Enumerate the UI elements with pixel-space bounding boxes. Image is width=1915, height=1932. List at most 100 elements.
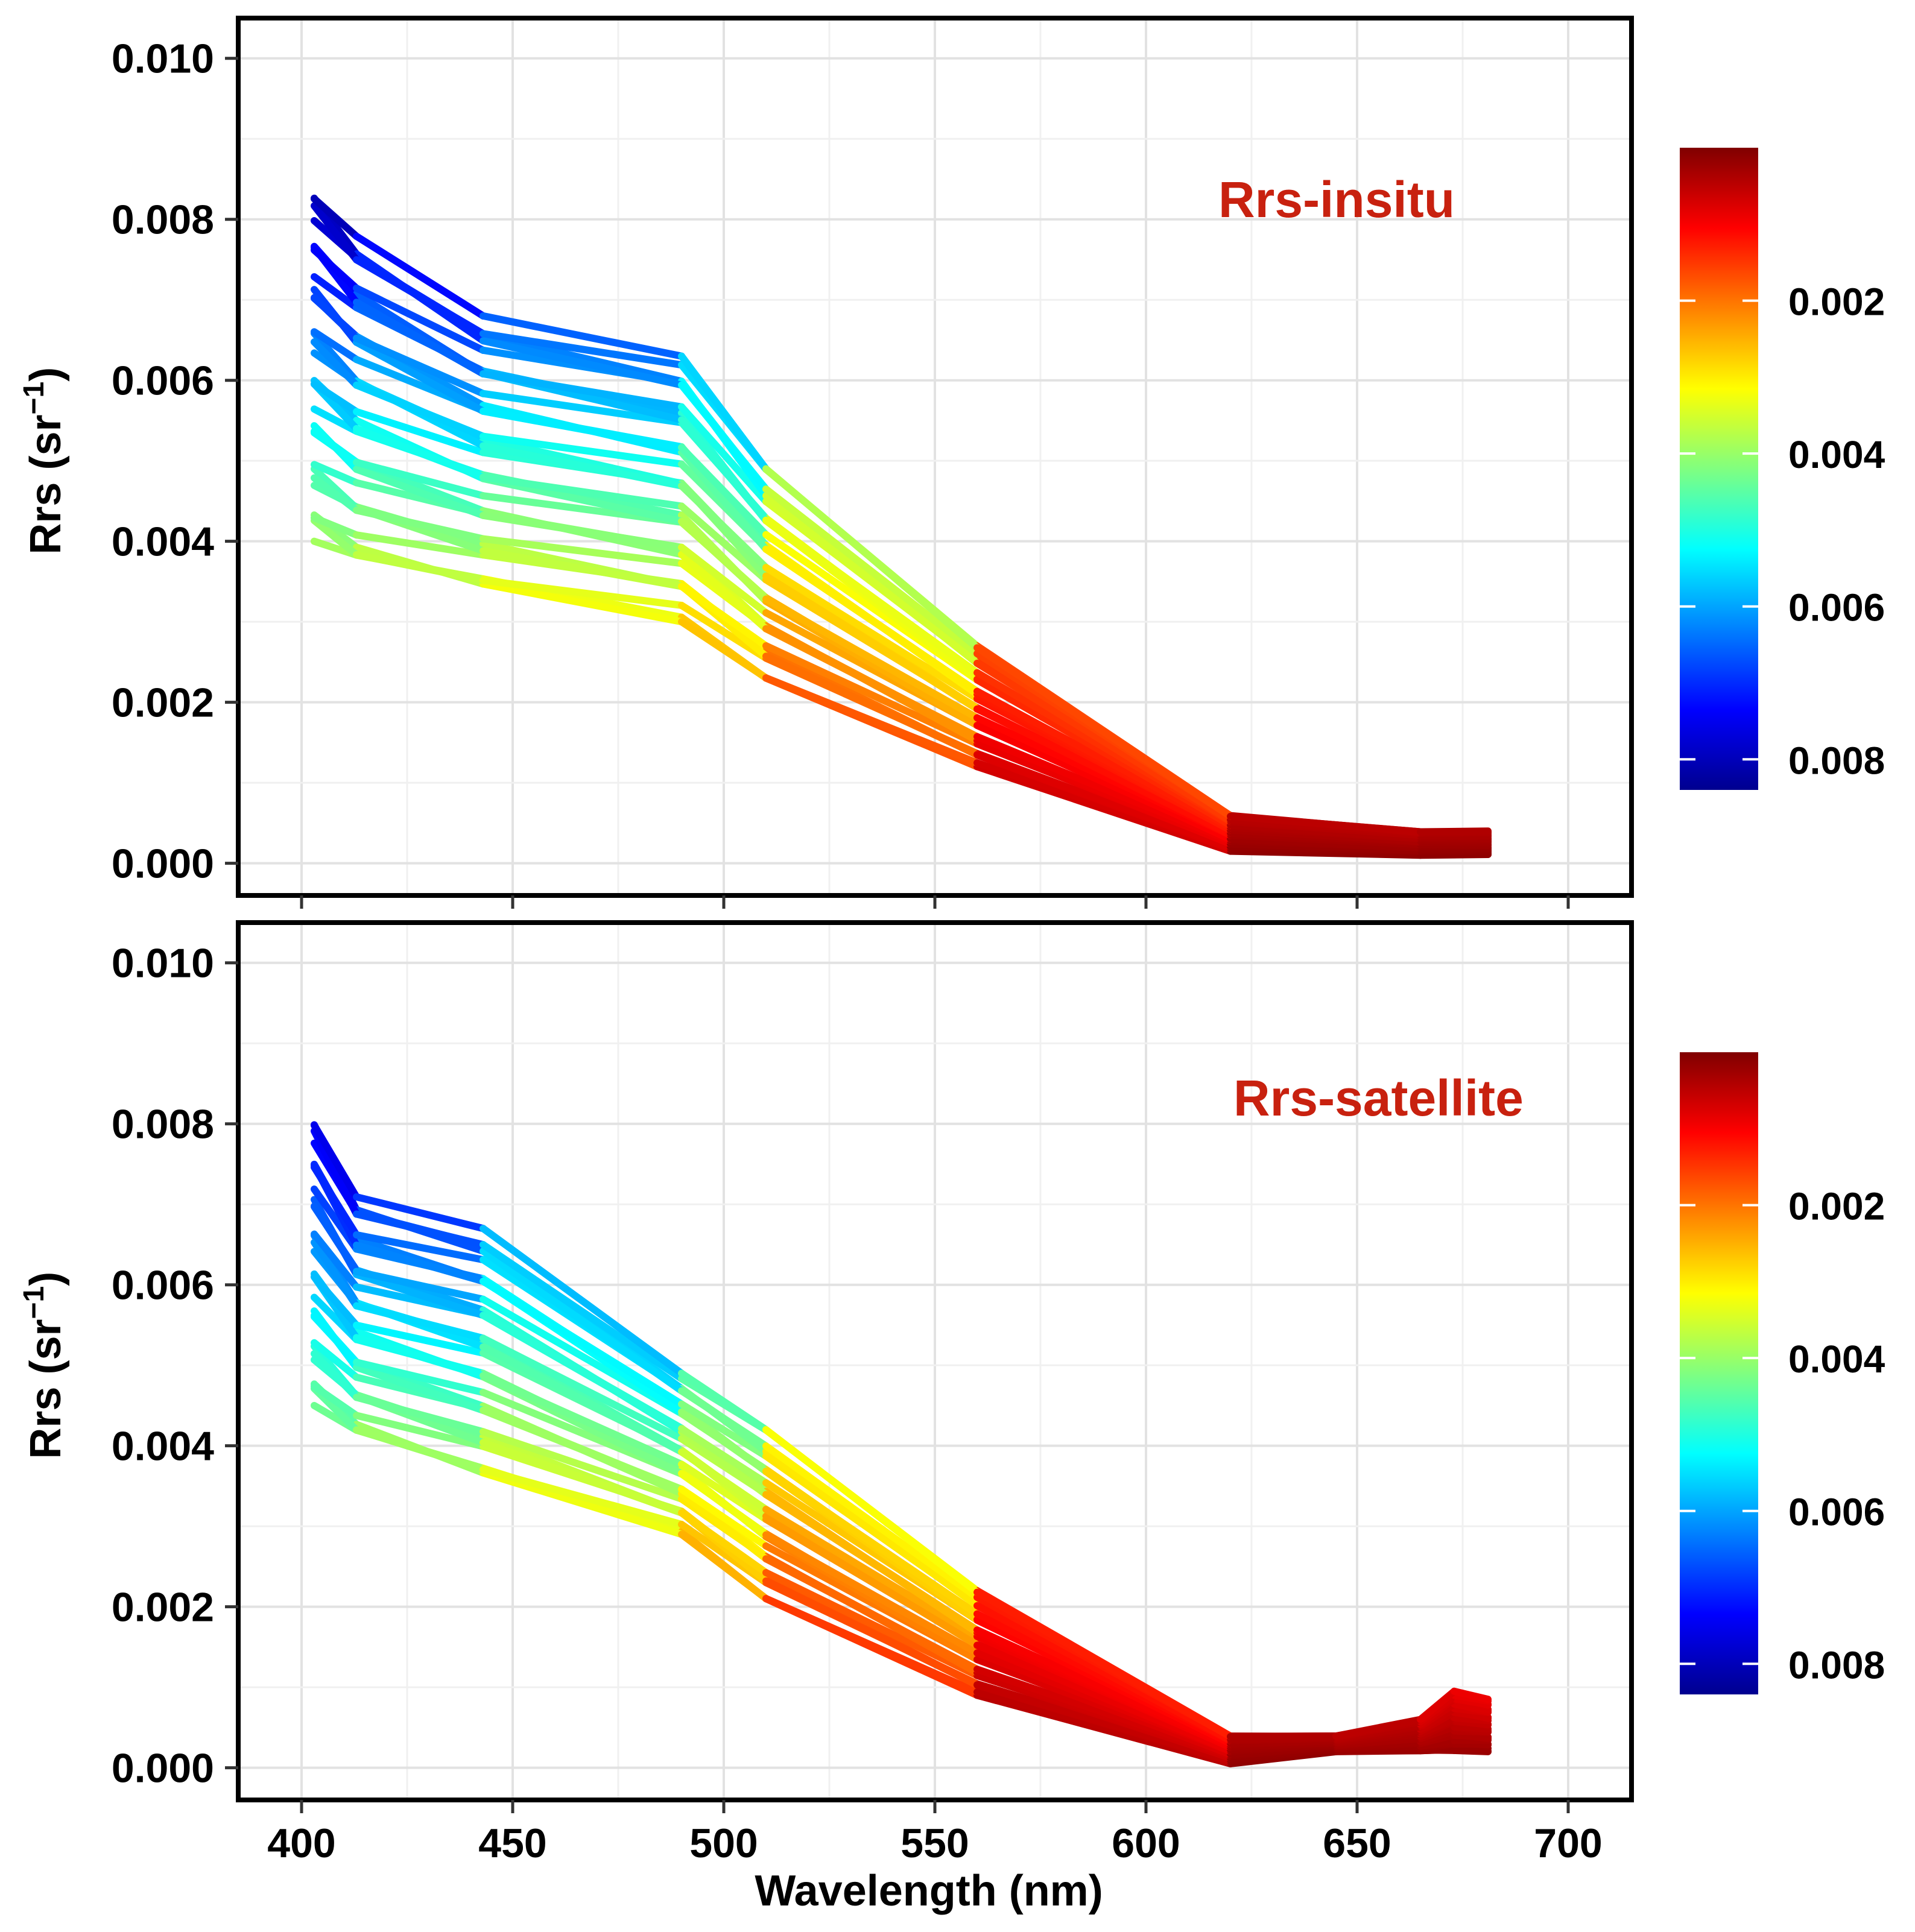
spectrum-segment [762,625,981,740]
spectrum-segment [480,390,685,426]
spectrum-segment [762,1555,981,1673]
spectrum-segment [480,1406,685,1493]
spectrum-segment [1451,1744,1492,1754]
spectrum-segment [353,1193,487,1233]
spectrum-segment [480,1334,685,1443]
spectrum-segment [480,580,685,626]
spectrum-segment [678,1428,770,1498]
spectrum-segment [762,652,981,759]
spectrum-segment [480,1428,685,1503]
colorbar-tick-label: 0.004 [1788,1337,1885,1381]
x-tick-label: 450 [478,1820,546,1866]
spectrum-segment [480,1469,685,1538]
colorbar-tick-label: 0.008 [1788,739,1885,782]
spectrum-segment [311,1127,360,1218]
colorbar-tick-label: 0.002 [1788,280,1885,324]
spectrum-segment [353,1321,487,1357]
spectrum-segment [353,1267,487,1303]
spectrum-segment [762,1506,981,1640]
spectrum-segment [678,352,770,473]
spectrum-segment [353,1302,487,1342]
spectrum-segment [678,1530,770,1602]
y-tick-label: 0.004 [112,1424,214,1470]
spectrum-segment [480,407,685,452]
spectrum-segment [311,380,360,415]
y-tick-label: 0.008 [112,1102,214,1148]
spectrum-segment [353,1210,487,1249]
spectrum-segment [311,1313,360,1366]
spectrum-segment [353,1334,487,1380]
spectrum-segment [678,416,770,524]
spectrum-segment [762,1425,981,1596]
spectrum-segment [762,1531,981,1657]
panel-label: Rrs-insitu [1218,171,1455,228]
spectrum-segment [973,1588,1234,1741]
spectrum-segment [311,202,360,264]
y-tick-label: 0.006 [112,358,214,404]
spectrum-segment [311,338,360,389]
spectrum-segment [480,1241,685,1383]
spectrum-segment [480,1277,685,1408]
spectrum-segment [480,1247,685,1395]
y-tick-label: 0.010 [112,941,214,987]
spectrum-segment [311,328,360,364]
x-tick-label: 700 [1534,1820,1602,1866]
spectrum-segment [1451,1731,1492,1741]
spectrum-segment [678,1369,770,1433]
spectrum-segment [762,492,981,667]
spectrum-series [311,1122,1492,1741]
spectrum-segment [311,1163,360,1239]
spectrum-segment [311,246,360,292]
spectrum-series [311,195,1492,836]
spectrum-segment [1451,1708,1492,1721]
spectrum-segment [678,482,770,572]
spectrum-segment [311,1239,360,1310]
spectrum-segment [353,1359,487,1397]
spectrum-segment [678,543,770,617]
spectrum-segment [762,564,981,702]
spectrum-segment [762,595,981,722]
x-tick-label: 400 [267,1820,335,1866]
spectrum-segment [1417,827,1492,836]
colorbar-tick-label: 0.002 [1788,1185,1885,1228]
y-tick-label: 0.010 [112,36,214,82]
spectrum-segment [1451,1700,1492,1713]
spectrum-segment [678,1489,770,1563]
spectrum-segment [353,1231,487,1264]
spectrum-segment [678,1509,770,1576]
spectrum-segment [480,312,685,360]
spectrum-segment [353,1412,487,1450]
colorbar-ramp [1680,1052,1758,1694]
spectrum-segment [762,642,981,748]
spectrum-segment [353,1426,487,1474]
y-axis-label: Rrs (sr−1) [18,367,70,555]
spectrum-segment [762,1594,981,1696]
spectrum-segment [311,1273,360,1329]
spectrum-segment [480,1225,685,1377]
x-tick-label: 500 [689,1820,758,1866]
spectrum-segment [480,337,685,389]
spectrum-segment [678,618,770,682]
spectrum-segment [762,1467,981,1618]
spectrum-segment [678,517,770,603]
spectrum-segment [353,507,487,543]
spectrum-segment [678,403,770,505]
spectrum-segment [353,425,487,481]
spectrum-segment [353,551,487,584]
spectrum-segment [353,1242,487,1285]
spectrum-segment [762,1568,981,1679]
spectrum-segment [762,485,981,657]
spectrum-segment [973,644,1234,820]
spectra-series-group [311,1121,1492,1767]
spectrum-segment [311,1122,360,1201]
colorbar: 0.002 0.004 0.006 0.008 [1680,148,1885,790]
spectrum-segment [678,1470,770,1539]
spectrum-segment [480,547,685,590]
spectrum-segment [353,338,487,415]
spectrum-segment [678,601,770,662]
x-tick-label: 600 [1112,1820,1180,1866]
spectrum-segment [480,442,685,490]
spectrum-segment [678,381,770,493]
spectrum-segment [762,1447,981,1609]
spectrum-segment [973,721,1234,842]
